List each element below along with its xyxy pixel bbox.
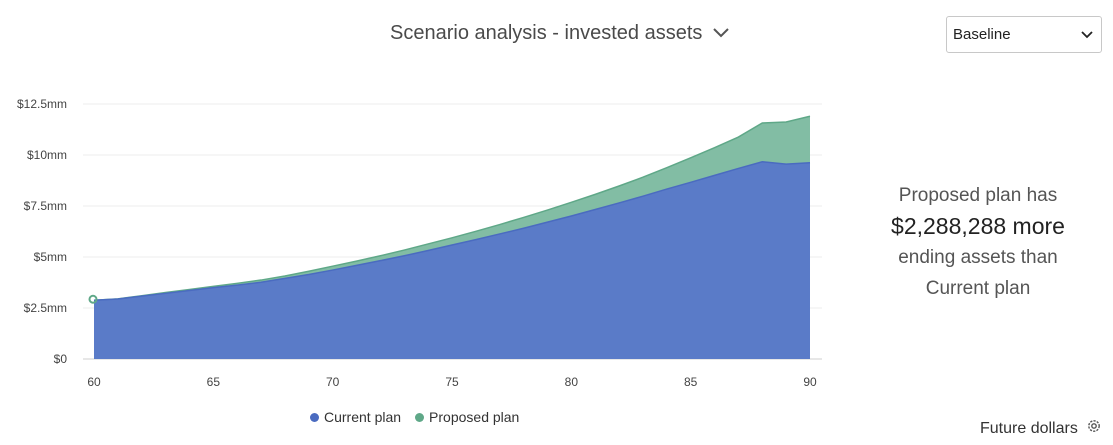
future-dollars-label: Future dollars (980, 419, 1078, 437)
x-tick-label: 60 (87, 375, 101, 389)
summary-panel: Proposed plan has $2,288,288 more ending… (856, 180, 1100, 304)
series-line-proposed-plan (93, 115, 811, 301)
chart-title: Scenario analysis - invested assets (390, 22, 703, 44)
y-tick-label: $7.5mm (24, 199, 67, 213)
legend-item-current[interactable]: Current plan (310, 409, 401, 425)
legend-marker-proposed (415, 412, 425, 422)
chart-legend: Current plan Proposed plan (310, 409, 519, 425)
legend-marker-current (310, 412, 319, 422)
x-tick-label: 85 (684, 375, 698, 389)
legend-item-proposed[interactable]: Proposed plan (415, 409, 519, 425)
summary-line-4: Current plan (925, 278, 1031, 299)
summary-line-1: Proposed plan has (898, 185, 1058, 206)
x-tick-label: 75 (445, 375, 459, 389)
series-line-current-plan (93, 160, 811, 301)
x-tick-label: 90 (803, 375, 817, 389)
summary-amount: $2,288,288 more (891, 213, 1065, 239)
chevron-down-icon (1081, 26, 1093, 43)
x-tick-label: 80 (565, 375, 579, 389)
y-tick-label: $5mm (34, 250, 67, 264)
chevron-down-icon (712, 22, 730, 45)
start-point-marker (88, 294, 98, 304)
y-tick-label: $0 (54, 352, 68, 366)
chart-title-dropdown[interactable]: Scenario analysis - invested assets (390, 22, 730, 45)
y-tick-label: $10mm (27, 148, 67, 162)
x-tick-label: 70 (326, 375, 340, 389)
y-tick-label: $2.5mm (24, 301, 67, 315)
x-tick-label: 65 (207, 375, 221, 389)
y-tick-label: $12.5mm (17, 97, 67, 111)
legend-label-proposed: Proposed plan (429, 409, 520, 425)
scenario-select-value: Baseline (953, 26, 1011, 43)
gear-icon[interactable] (1086, 418, 1102, 439)
area-chart: $0 $2.5mm $5mm $7.5mm $10mm $12.5mm 60 65 70 75 80… (17, 97, 822, 389)
summary-line-3: ending assets than (898, 247, 1058, 268)
scenario-select[interactable]: Baseline (946, 16, 1102, 53)
series-area-current-plan (94, 161, 810, 359)
legend-label-current: Current plan (324, 409, 402, 425)
future-dollars-setting[interactable]: Future dollars (980, 418, 1102, 439)
